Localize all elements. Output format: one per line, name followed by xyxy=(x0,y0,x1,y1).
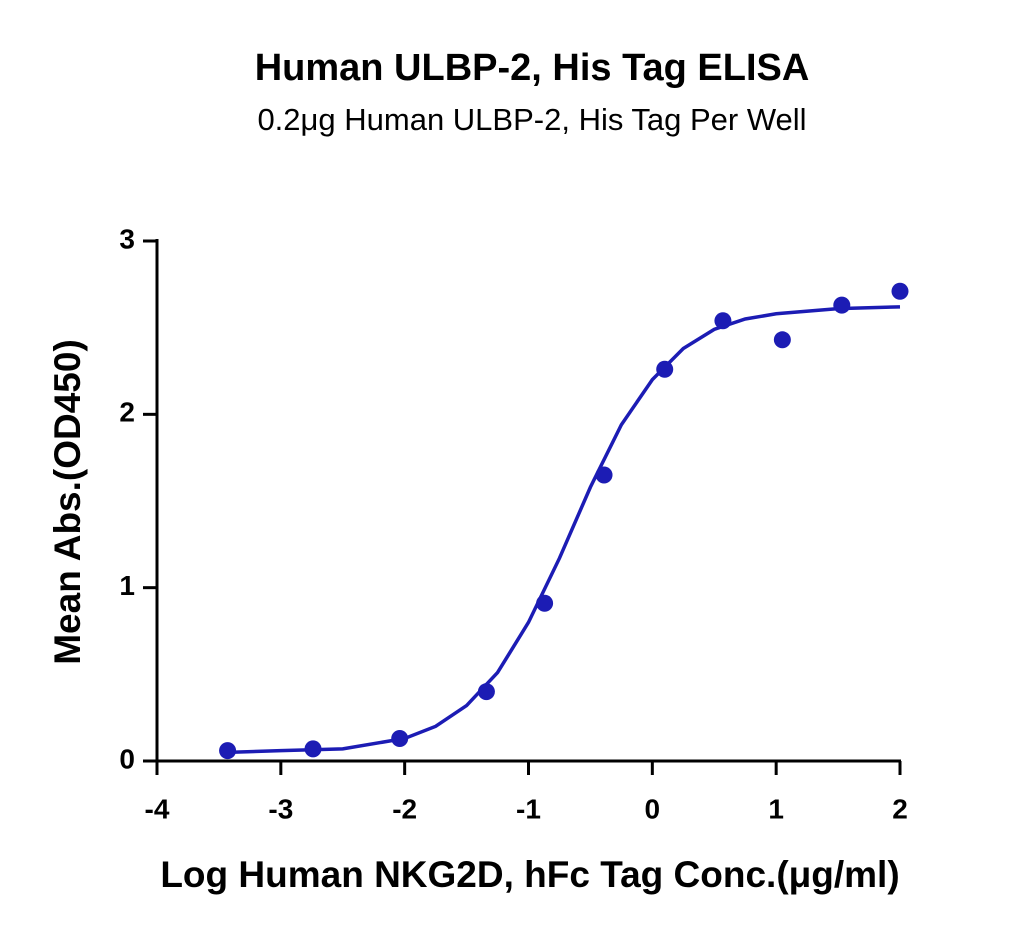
x-tick-label: 2 xyxy=(892,793,908,824)
y-tick-label: 0 xyxy=(119,743,135,774)
data-point xyxy=(714,312,732,330)
data-point xyxy=(536,594,554,612)
data-point xyxy=(477,683,495,701)
x-tick-label: -3 xyxy=(268,793,293,824)
x-tick-label: -2 xyxy=(392,793,417,824)
y-axis-label: Mean Abs.(OD450) xyxy=(47,339,88,665)
data-point xyxy=(391,729,409,747)
fit-curve xyxy=(227,305,901,755)
x-axis-label: Log Human NKG2D, hFc Tag Conc.(μg/ml) xyxy=(160,854,899,895)
chart-title: Human ULBP-2, His Tag ELISA xyxy=(255,47,810,89)
x-tick-label: -4 xyxy=(145,793,170,824)
x-tick-label: -1 xyxy=(516,793,541,824)
x-tick-label: 0 xyxy=(645,793,661,824)
y-tick-label: 3 xyxy=(119,223,135,254)
data-point xyxy=(891,282,909,300)
y-tick-label: 2 xyxy=(119,397,135,428)
data-point xyxy=(833,296,851,314)
data-point xyxy=(773,331,791,349)
data-point xyxy=(304,740,322,758)
x-tick-label: 1 xyxy=(768,793,784,824)
data-point xyxy=(219,742,237,760)
y-tick-label: 1 xyxy=(119,570,135,601)
data-point xyxy=(656,360,674,378)
data-point xyxy=(595,466,613,484)
chart-subtitle: 0.2μg Human ULBP-2, His Tag Per Well xyxy=(257,102,806,137)
